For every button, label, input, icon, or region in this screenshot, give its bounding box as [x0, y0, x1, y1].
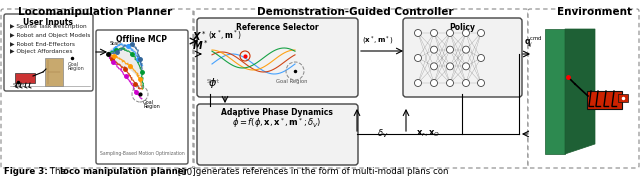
Bar — [618, 94, 628, 102]
FancyBboxPatch shape — [4, 14, 93, 91]
Text: Goal: Goal — [68, 62, 79, 67]
FancyBboxPatch shape — [1, 9, 193, 168]
Text: ${\bf x}_r, {\bf x}_O$: ${\bf x}_r, {\bf x}_O$ — [416, 129, 440, 139]
Text: $\delta_V$: $\delta_V$ — [377, 128, 388, 140]
Text: Region: Region — [143, 104, 160, 109]
Text: Offline MCP: Offline MCP — [116, 35, 168, 44]
Circle shape — [447, 46, 454, 53]
Text: ▶ Robot End-Effectors: ▶ Robot End-Effectors — [10, 41, 75, 46]
Text: $\phi$: $\phi$ — [208, 76, 217, 90]
Circle shape — [463, 79, 470, 86]
FancyBboxPatch shape — [403, 18, 522, 97]
Text: Adaptive Phase Dynamics: Adaptive Phase Dynamics — [221, 108, 333, 117]
Bar — [15, 73, 35, 83]
Text: Sampling-Based Motion Optimization: Sampling-Based Motion Optimization — [100, 151, 184, 156]
Text: $({\bf x}^*, {\bf m}^*)$: $({\bf x}^*, {\bf m}^*)$ — [362, 35, 394, 47]
Text: Demonstration-Guided Controller: Demonstration-Guided Controller — [257, 7, 453, 17]
Circle shape — [447, 79, 454, 86]
Text: ${\bf q}_j^{\rm cmd}$: ${\bf q}_j^{\rm cmd}$ — [524, 35, 543, 50]
FancyBboxPatch shape — [194, 9, 528, 168]
FancyBboxPatch shape — [96, 30, 188, 164]
Text: Locomanipulation Planner: Locomanipulation Planner — [18, 7, 172, 17]
Text: User Inputs: User Inputs — [23, 18, 73, 27]
Text: ▶ Object Affordances: ▶ Object Affordances — [10, 49, 72, 54]
Text: The: The — [47, 167, 68, 176]
Text: [10]: [10] — [175, 167, 195, 176]
Circle shape — [431, 79, 438, 86]
Circle shape — [463, 63, 470, 70]
Bar — [533, 12, 635, 163]
Circle shape — [431, 63, 438, 70]
FancyBboxPatch shape — [528, 9, 639, 168]
Polygon shape — [545, 29, 565, 154]
FancyBboxPatch shape — [197, 104, 358, 165]
Bar — [587, 91, 622, 109]
Text: Region: Region — [68, 66, 84, 71]
Circle shape — [477, 29, 484, 36]
Circle shape — [415, 29, 422, 36]
Circle shape — [415, 54, 422, 61]
Text: $\boldsymbol{M}^*$: $\boldsymbol{M}^*$ — [192, 38, 208, 52]
Circle shape — [477, 79, 484, 86]
Text: Goal: Goal — [143, 100, 154, 105]
Text: Reference Selector: Reference Selector — [236, 23, 318, 32]
Bar — [45, 58, 63, 86]
Text: Start: Start — [13, 83, 25, 88]
Text: Policy: Policy — [449, 23, 475, 32]
Text: Start: Start — [207, 79, 220, 84]
Text: ▶ Sparse Task Description: ▶ Sparse Task Description — [10, 24, 86, 29]
Text: Start: Start — [110, 41, 122, 46]
Circle shape — [447, 63, 454, 70]
Circle shape — [463, 29, 470, 36]
Text: Goal Region: Goal Region — [276, 79, 308, 84]
Text: ▶ Robot and Object Models: ▶ Robot and Object Models — [10, 33, 90, 38]
Text: Figure 3:: Figure 3: — [4, 167, 48, 176]
Circle shape — [431, 46, 438, 53]
Text: loco manipulation planner: loco manipulation planner — [60, 167, 188, 176]
Text: Environment: Environment — [557, 7, 632, 17]
Text: $({\bf x}^*, {\bf m}^*)$: $({\bf x}^*, {\bf m}^*)$ — [208, 29, 243, 42]
Text: $\boldsymbol{X}^*$: $\boldsymbol{X}^*$ — [192, 29, 207, 43]
Circle shape — [477, 54, 484, 61]
Polygon shape — [565, 29, 595, 154]
Text: generates references in the form of multi-modal plans con: generates references in the form of mult… — [193, 167, 449, 176]
Circle shape — [431, 29, 438, 36]
Text: $\dot{\phi} = f(\phi, {\bf x}, {\bf x}^*, {\bf m}^*; \delta_V)$: $\dot{\phi} = f(\phi, {\bf x}, {\bf x}^*… — [232, 114, 322, 130]
FancyBboxPatch shape — [197, 18, 358, 97]
Circle shape — [447, 29, 454, 36]
Circle shape — [415, 79, 422, 86]
Circle shape — [463, 46, 470, 53]
